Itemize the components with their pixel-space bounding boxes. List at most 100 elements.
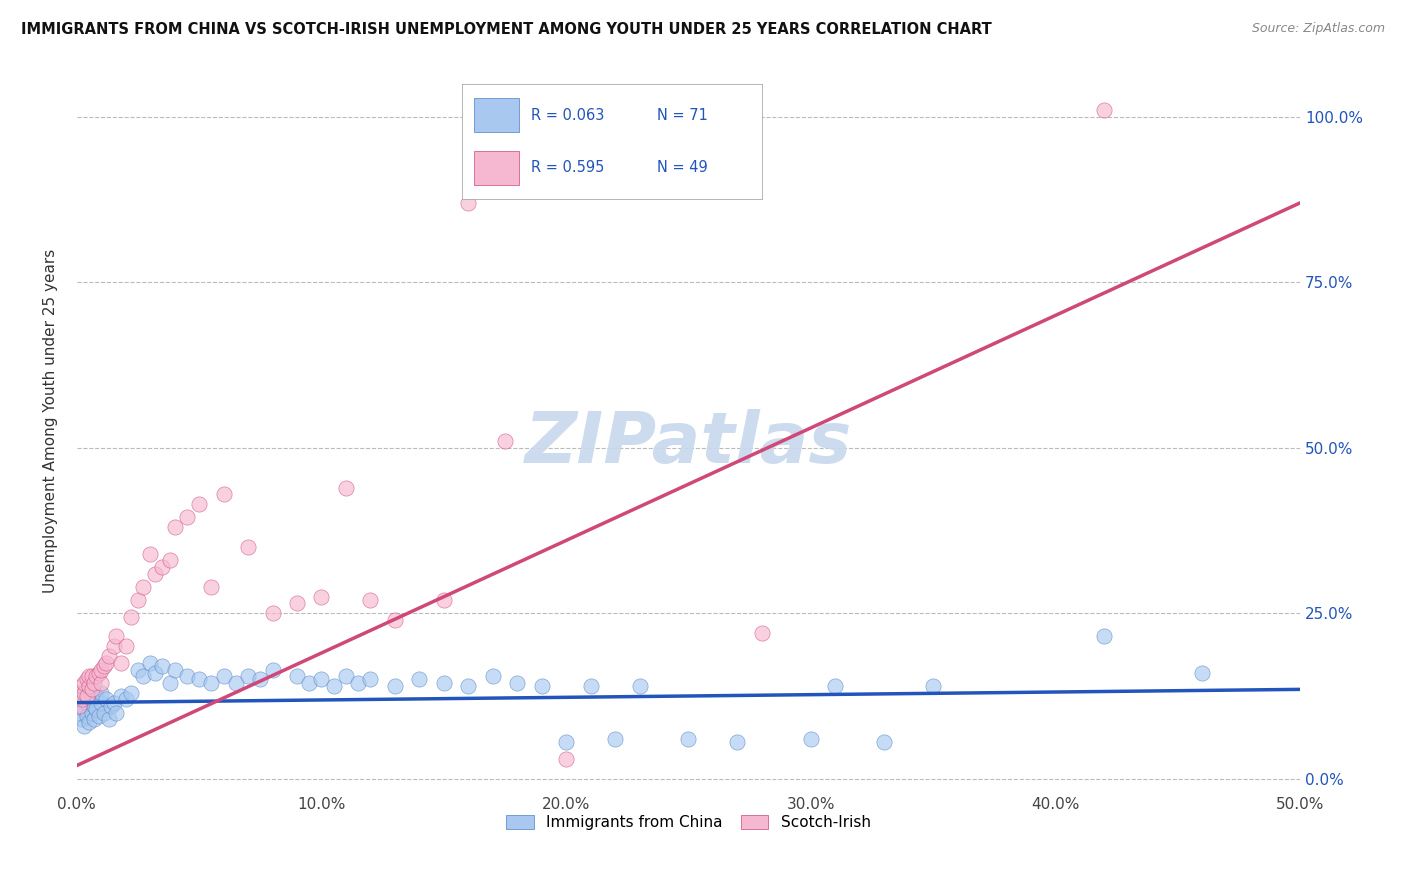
Point (236, 669, 259, 683)
Point (506, 675, 529, 690)
Point (285, 596, 308, 610)
Point (76, 709, 98, 723)
Point (67, 698, 90, 713)
Point (77, 682, 100, 697)
Point (678, 731, 700, 746)
Point (1092, 629, 1115, 643)
Text: ZIPatlas: ZIPatlas (524, 409, 852, 478)
Point (96, 656, 118, 670)
Point (103, 640, 125, 654)
Point (152, 560, 174, 574)
Point (628, 679, 651, 693)
Point (70, 712, 93, 726)
Point (163, 663, 186, 677)
Point (225, 675, 247, 690)
Point (90, 686, 112, 700)
Point (93, 706, 115, 720)
Point (93, 659, 115, 673)
Point (236, 540, 259, 554)
Point (188, 497, 211, 511)
Point (76, 673, 98, 687)
Point (176, 669, 198, 683)
Point (824, 679, 846, 693)
Point (86, 669, 108, 683)
Point (90, 675, 112, 690)
Point (139, 547, 162, 561)
Point (555, 752, 578, 766)
Point (481, 669, 503, 683)
Point (163, 520, 186, 534)
Point (603, 731, 626, 746)
Point (347, 675, 370, 690)
Point (579, 679, 602, 693)
Point (100, 698, 122, 713)
Point (139, 656, 162, 670)
Point (457, 195, 479, 210)
Point (322, 679, 344, 693)
Point (90, 696, 112, 710)
Point (70, 686, 93, 700)
Point (311, 673, 333, 687)
Point (80, 706, 103, 720)
Point (77, 715, 100, 730)
Point (120, 686, 142, 700)
Point (262, 663, 284, 677)
Text: Source: ZipAtlas.com: Source: ZipAtlas.com (1251, 22, 1385, 36)
Point (97, 712, 120, 726)
Point (73, 675, 96, 690)
Point (73, 702, 96, 716)
Point (457, 679, 479, 693)
Point (114, 692, 136, 706)
Point (433, 593, 456, 607)
Point (285, 669, 308, 683)
Point (83, 712, 105, 726)
Point (212, 487, 235, 501)
Point (67, 692, 90, 706)
Point (725, 735, 748, 749)
Point (1092, 103, 1115, 118)
Point (67, 686, 90, 700)
Point (76, 689, 98, 703)
Legend: Immigrants from China, Scotch-Irish: Immigrants from China, Scotch-Irish (501, 809, 877, 836)
Point (159, 675, 181, 690)
Point (335, 669, 357, 683)
Point (83, 675, 105, 690)
Point (87, 665, 110, 680)
Point (86, 702, 108, 716)
Point (73, 686, 96, 700)
Point (77, 679, 100, 693)
Point (83, 698, 105, 713)
Point (96, 692, 118, 706)
Point (384, 613, 406, 627)
Point (87, 709, 110, 723)
Point (132, 669, 155, 683)
Y-axis label: Unemployment Among Youth under 25 years: Unemployment Among Youth under 25 years (44, 249, 58, 593)
Point (97, 649, 120, 664)
Point (86, 689, 108, 703)
Point (90, 663, 112, 677)
Point (359, 673, 381, 687)
Point (76, 696, 98, 710)
Point (80, 692, 103, 706)
Point (311, 590, 333, 604)
Point (751, 626, 773, 640)
Point (159, 553, 181, 567)
Point (143, 665, 166, 680)
Point (73, 719, 96, 733)
Point (152, 659, 174, 673)
Point (176, 510, 198, 524)
Point (298, 675, 321, 690)
Point (80, 682, 103, 697)
Point (530, 679, 553, 693)
Point (70, 698, 93, 713)
Point (132, 580, 155, 594)
Point (555, 735, 578, 749)
Point (120, 609, 142, 624)
Point (262, 607, 284, 621)
Point (359, 593, 381, 607)
Point (110, 689, 132, 703)
Point (105, 629, 128, 643)
Point (249, 673, 271, 687)
Point (70, 692, 93, 706)
Point (80, 669, 103, 683)
